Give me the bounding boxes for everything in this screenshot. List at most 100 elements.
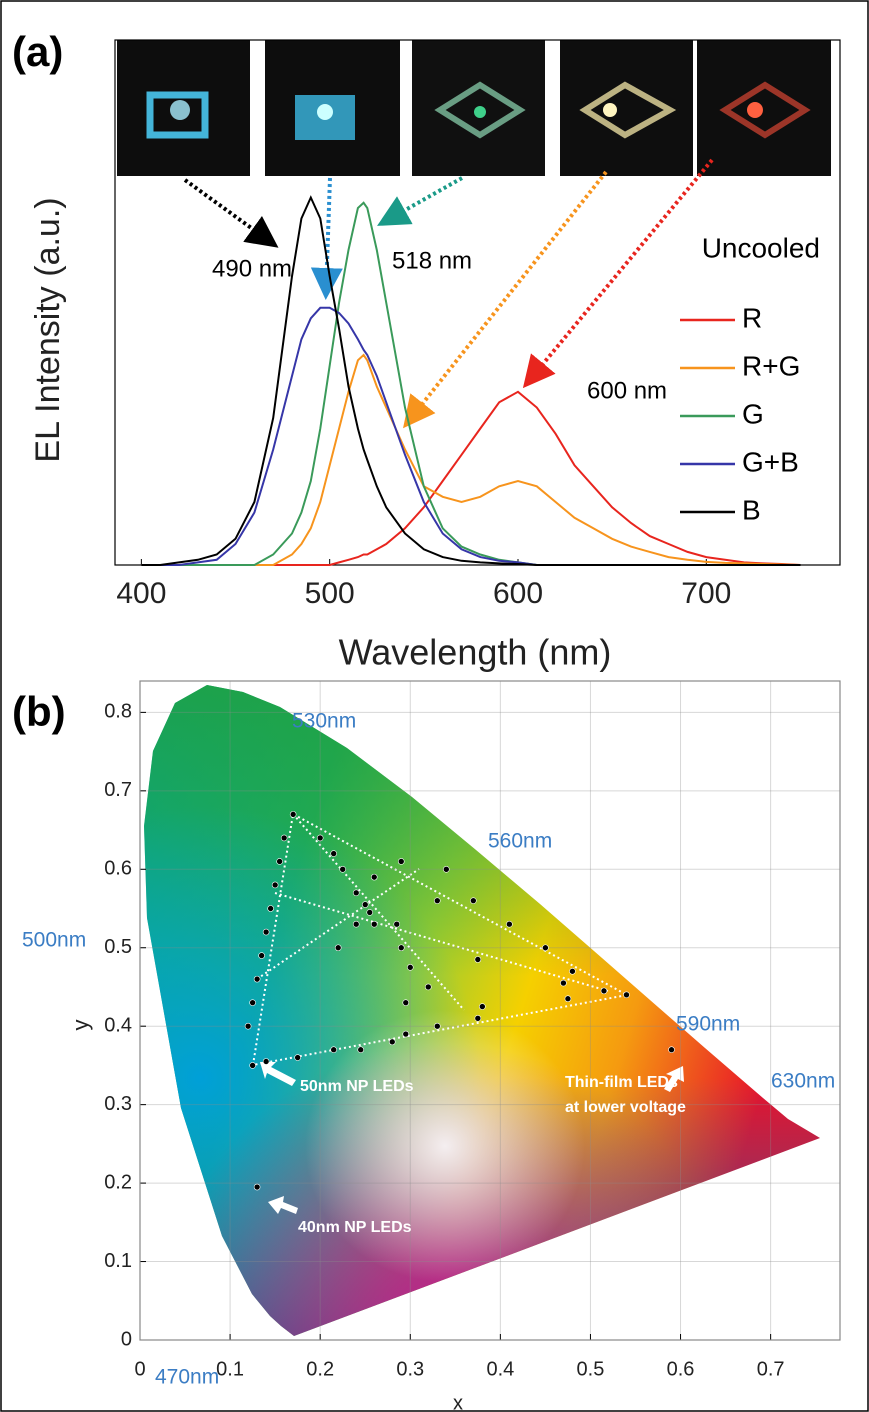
y-axis-label: y [68,1020,93,1031]
photo-arrows [183,158,714,429]
y-tick-label: 0.5 [104,936,132,958]
x-tick-label: 600 [493,577,543,610]
data-point [361,901,369,908]
data-point [393,920,401,928]
data-point [244,1022,252,1030]
data-point [402,1030,410,1038]
chromaticity-locus [144,685,820,1336]
data-point [253,1183,261,1191]
data-point [506,920,513,928]
data-point [600,987,608,995]
x-tick-label: 0.6 [667,1358,695,1380]
legend-label: G+B [742,446,799,477]
data-point [330,1046,337,1054]
annotation: at lower voltage [565,1099,686,1116]
data-point [330,850,337,857]
x-tick-label: 700 [681,577,731,610]
x-tick-label: 0.5 [577,1358,605,1380]
photos [117,40,831,176]
x-tick-label: 0.1 [216,1358,244,1380]
data-point [267,905,274,912]
data-point [370,920,378,928]
annotation: 590nm [676,1013,740,1036]
y-tick-label: 0.7 [104,779,132,801]
data-point [668,1046,675,1054]
data-point [370,873,378,881]
data-point [542,944,549,952]
data-point [474,956,482,963]
data-point [366,909,374,916]
spectrum-line [141,195,801,566]
data-point [388,1038,396,1046]
annotation: 530nm [292,710,356,733]
legend-label: R [742,302,762,333]
x-tick-label: 500 [305,577,355,610]
y-tick-label: 0.2 [104,1171,132,1193]
data-point [397,858,405,865]
x-tick-label: 400 [116,577,166,610]
data-point [397,944,405,952]
data-point [443,865,450,873]
spectrum-line [141,306,801,566]
x-tick-label: 0.4 [486,1358,514,1380]
x-tick-label: 0.3 [396,1358,424,1380]
annotation: Thin-film LEDs [565,1074,678,1091]
data-point [352,889,360,897]
data-point [352,920,360,928]
data-point [623,991,630,999]
spectrum-line [141,353,801,566]
data-point [249,1062,256,1069]
plot-frame [139,680,841,1341]
x-axis-label: x [453,1392,463,1412]
data-point [402,999,410,1006]
data-point [253,975,261,983]
data-point [289,811,297,818]
data-point [479,1003,486,1010]
y-tick-label: 0.4 [104,1014,132,1036]
y-axis-label: EL Intensity (a.u.) [29,197,67,462]
x-tick-label: 0.2 [306,1358,334,1380]
data-point [357,1046,365,1054]
data-point [433,897,441,904]
spectrum-line [141,390,801,566]
data-point [560,979,567,987]
data-point [564,995,572,1003]
annotation: 40nm NP LEDs [298,1219,412,1236]
legend-label: R+G [742,350,800,381]
annotation: 518 nm [392,247,472,274]
data-point [258,952,265,959]
data-point [334,944,342,952]
panel-label: (a) [12,28,63,75]
x-axis-label: Wavelength (nm) [339,632,612,673]
data-point [262,928,270,936]
y-tick-label: 0 [121,1328,132,1350]
annotation: 630nm [771,1070,835,1093]
x-tick-label: 0 [134,1358,145,1380]
pointer-arrows [260,1062,684,1214]
legend-label: B [742,494,761,525]
gamut-lines [251,812,630,1067]
y-tick-label: 0.8 [104,701,132,723]
data-point [294,1054,301,1061]
legend-label: G [742,398,764,429]
annotation: 50nm NP LEDs [300,1078,414,1095]
data-point [280,834,288,842]
y-tick-label: 0.3 [104,1093,132,1115]
data-point [276,858,283,865]
annotation: 490 nm [212,255,292,282]
data-point [249,999,256,1006]
data-point [470,897,477,904]
panel-label: (b) [12,688,66,735]
data-point [339,865,347,873]
data-point [316,834,324,842]
data-point [262,1058,270,1065]
data-point [474,1015,482,1022]
y-tick-label: 0.1 [104,1250,132,1272]
annotation: 500nm [22,929,86,952]
annotation: 600 nm [587,377,667,404]
data-point [406,964,414,971]
data-point [424,983,432,991]
data-point [433,1022,441,1030]
